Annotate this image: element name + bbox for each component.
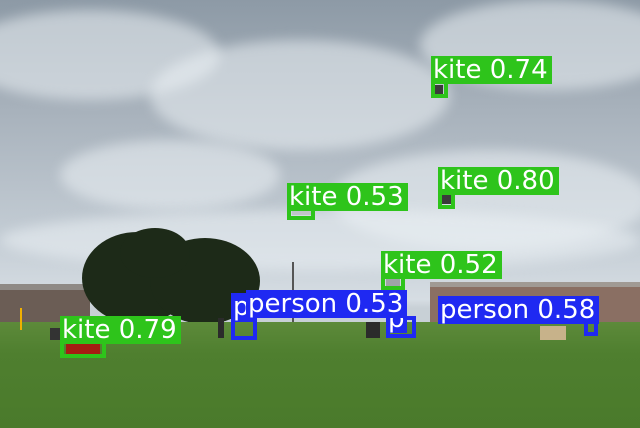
- detection-label-kite: kite 0.53: [287, 183, 408, 211]
- building: [0, 284, 95, 290]
- detection-label-kite: kite 0.79: [60, 316, 181, 344]
- flag-pole: [20, 308, 22, 330]
- kite-object: [442, 194, 451, 204]
- detection-label-kite: kite 0.52: [381, 251, 502, 279]
- cloud: [60, 140, 280, 210]
- person-figure: [218, 318, 224, 338]
- cloud: [150, 40, 450, 150]
- trash-can: [50, 328, 60, 340]
- person-figure: [366, 322, 380, 338]
- person-figure: [540, 326, 566, 340]
- kite-object: [292, 209, 312, 215]
- kite-on-ground: [66, 344, 100, 354]
- detection-label-person: person 0.53: [246, 290, 408, 318]
- kite-object: [386, 278, 400, 286]
- kite-object: [435, 85, 443, 95]
- detection-label-kite: kite 0.80: [438, 167, 559, 195]
- tree: [120, 228, 190, 278]
- building: [430, 282, 640, 287]
- detection-label-kite: kite 0.74: [431, 56, 552, 84]
- detection-label-person: person 0.58: [438, 296, 600, 324]
